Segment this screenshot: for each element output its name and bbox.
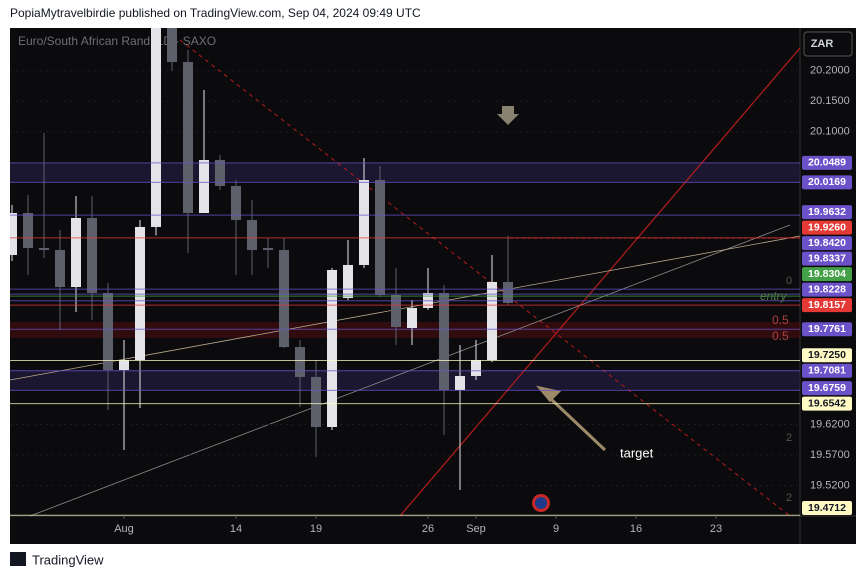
price-label-text: 19.4712 (808, 502, 846, 514)
footer: TradingView (32, 552, 104, 567)
header: PopiaMytravelbirdie published on Trading… (10, 6, 421, 20)
candle-body (135, 226, 145, 361)
price-label-text: 19.7250 (808, 349, 846, 361)
annotation: 2 (786, 492, 792, 504)
price-label-text: 19.6542 (808, 397, 846, 409)
event-icon (535, 497, 547, 509)
y-tick-label: 19.6200 (810, 418, 850, 430)
x-tick-label: 9 (553, 523, 559, 535)
annotation: 0.5 (772, 313, 789, 327)
price-label-text: 20.0169 (808, 176, 846, 188)
price-label-text: 19.8420 (808, 237, 846, 249)
candle-body (487, 282, 497, 361)
price-label (802, 381, 852, 396)
candle-body (439, 292, 449, 390)
y-tick-label: 20.2000 (810, 65, 850, 77)
price-label (802, 155, 852, 170)
candle-body (23, 213, 33, 249)
price-label (802, 322, 852, 337)
candle-body (167, 28, 177, 62)
candle-body (10, 213, 17, 255)
price-label (802, 298, 852, 313)
candle-body (471, 360, 481, 377)
price-label (802, 205, 852, 220)
price-label (802, 236, 852, 251)
candles (10, 28, 800, 491)
trend-line (399, 47, 801, 517)
price-label-text: 19.8228 (808, 283, 846, 295)
candle-body (279, 250, 289, 348)
candle-body (199, 160, 209, 214)
y-tick-label: 19.5700 (810, 449, 850, 461)
annotation: target (620, 445, 654, 460)
currency-button[interactable] (803, 31, 853, 57)
candle-body (55, 250, 65, 288)
x-tick-label: 14 (230, 523, 242, 535)
candle-body (327, 269, 337, 428)
price-label-text: 19.7081 (808, 365, 846, 377)
time-axis-background (10, 516, 856, 544)
candle-body (39, 248, 49, 251)
x-tick-label: 26 (422, 523, 434, 535)
trend-line (179, 39, 791, 517)
candle-body (391, 294, 401, 328)
chart-title: Euro/South African Rand, 1D · SAXO (18, 34, 216, 48)
candle-body (103, 292, 113, 371)
price-label (802, 348, 852, 363)
price-label (802, 267, 852, 282)
x-tick-label: Aug (114, 523, 134, 535)
price-label (802, 396, 852, 411)
x-tick-label: Sep (466, 523, 486, 535)
candle-body (87, 218, 97, 293)
y-tick-label: 19.5200 (810, 479, 850, 491)
annotation: entry (760, 289, 788, 303)
price-label-text: 19.8157 (808, 299, 846, 311)
zone (10, 322, 800, 338)
candle-body (295, 347, 305, 377)
candle-body (247, 220, 257, 251)
price-label (802, 501, 852, 515)
zone (10, 163, 800, 182)
zone (10, 370, 800, 390)
candle-body (151, 28, 161, 227)
annotation: 0.5 (772, 329, 789, 343)
candle-body (343, 264, 353, 298)
price-label (802, 282, 852, 297)
price-label-text: 19.8337 (808, 252, 846, 264)
arrow-icon (497, 106, 519, 125)
candle-body (183, 61, 193, 214)
price-label-text: 19.7761 (808, 323, 846, 335)
currency[interactable]: ZAR (811, 38, 834, 50)
price-label (802, 251, 852, 266)
x-tick-label: 19 (310, 523, 322, 535)
price-label-text: 20.0489 (808, 157, 846, 169)
y-tick-label: 20.1000 (810, 126, 850, 138)
price-label-text: 19.8304 (808, 268, 846, 280)
price-label-text: 19.9260 (808, 221, 846, 233)
candle-body (71, 218, 81, 288)
y-tick-label: 20.1500 (810, 95, 850, 107)
candle-body (455, 376, 465, 390)
candle-body (503, 282, 513, 303)
candle-body (311, 376, 321, 428)
candle-body (231, 185, 241, 221)
candle-body (263, 248, 273, 251)
price-label (802, 220, 852, 235)
x-tick-label: 16 (630, 523, 642, 535)
price-label (802, 363, 852, 378)
annotation: 0 (786, 275, 792, 287)
logo (10, 552, 26, 566)
candle-body (215, 160, 225, 186)
price-label-text: 19.9632 (808, 206, 846, 218)
candle-body (119, 360, 129, 371)
price-label-text: 19.6759 (808, 382, 846, 394)
candle-body (407, 307, 417, 328)
price-label (802, 175, 852, 190)
annotation: 2 (786, 432, 792, 444)
candle-body (359, 180, 369, 265)
x-tick-label: 23 (710, 523, 722, 535)
